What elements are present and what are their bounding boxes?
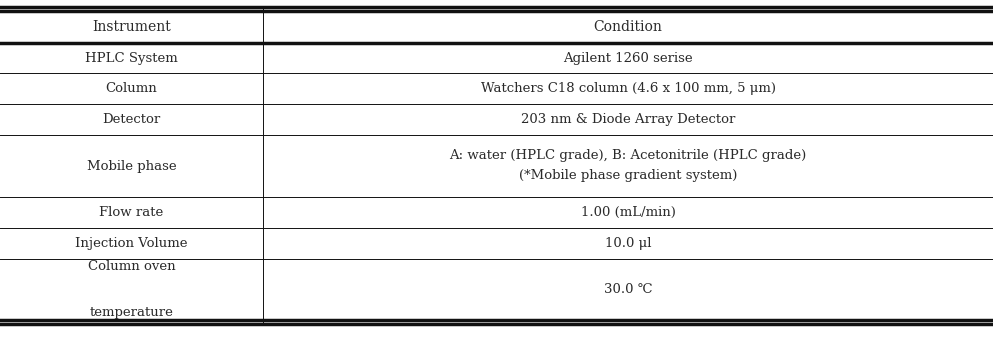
Text: Detector: Detector [102, 113, 161, 126]
Text: Condition: Condition [594, 20, 662, 34]
Text: 1.00 (mL/min): 1.00 (mL/min) [581, 206, 675, 219]
Text: Column: Column [105, 82, 158, 95]
Text: Watchers C18 column (4.6 x 100 mm, 5 μm): Watchers C18 column (4.6 x 100 mm, 5 μm) [481, 82, 776, 95]
Text: Instrument: Instrument [92, 20, 171, 34]
Text: 30.0 ℃: 30.0 ℃ [604, 283, 652, 296]
Text: Column oven

temperature: Column oven temperature [87, 260, 176, 319]
Text: Injection Volume: Injection Volume [75, 237, 188, 250]
Text: HPLC System: HPLC System [85, 51, 178, 65]
Text: Flow rate: Flow rate [99, 206, 164, 219]
Text: 203 nm & Diode Array Detector: 203 nm & Diode Array Detector [521, 113, 735, 126]
Text: A: water (HPLC grade), B: Acetonitrile (HPLC grade): A: water (HPLC grade), B: Acetonitrile (… [450, 149, 806, 162]
Text: Agilent 1260 serise: Agilent 1260 serise [563, 51, 693, 65]
Text: Mobile phase: Mobile phase [86, 160, 177, 173]
Text: 10.0 μl: 10.0 μl [605, 237, 651, 250]
Text: (*Mobile phase gradient system): (*Mobile phase gradient system) [519, 169, 737, 182]
